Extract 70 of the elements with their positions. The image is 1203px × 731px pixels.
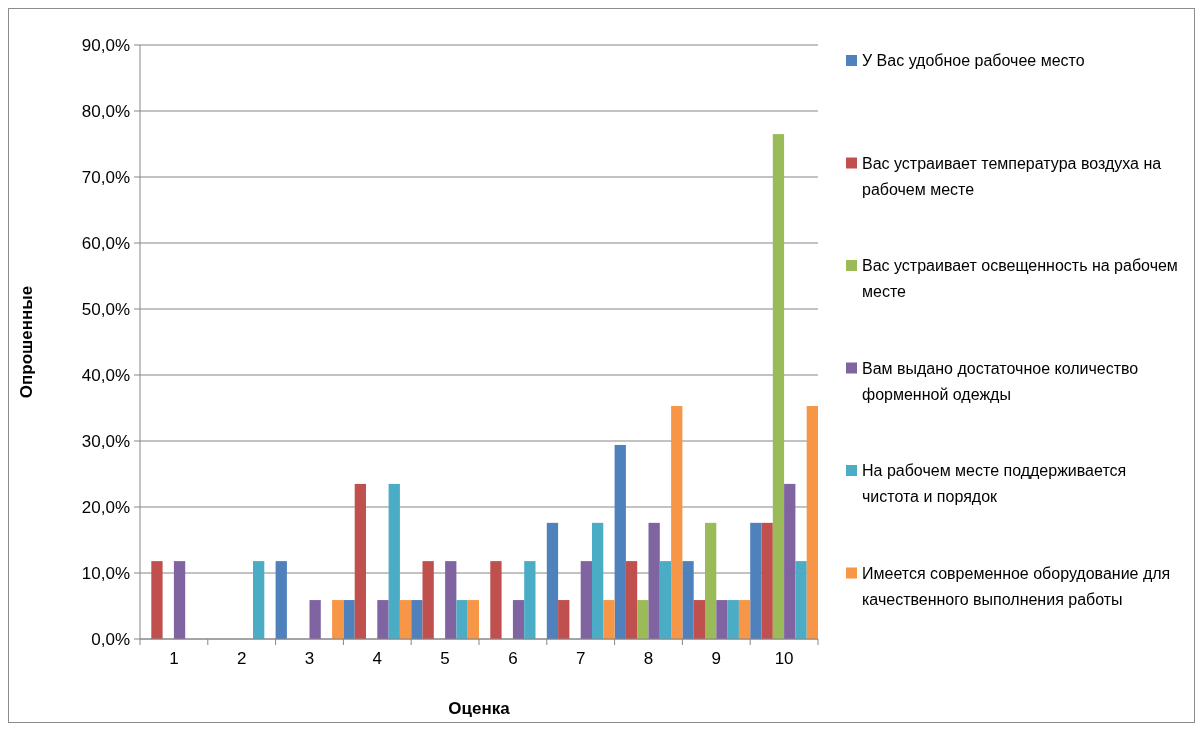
bar (580, 561, 592, 639)
bar (614, 444, 626, 639)
bar (806, 406, 818, 639)
bar (750, 522, 762, 639)
bar (625, 561, 638, 639)
bar (682, 561, 694, 639)
x-tick-label: 8 (643, 649, 654, 668)
bar (309, 600, 321, 639)
bar (151, 561, 163, 639)
x-tick-label: 3 (304, 649, 315, 668)
bar (603, 600, 615, 639)
y-tick-label: 80,0% (81, 101, 130, 121)
bar (377, 600, 389, 639)
x-tick-label: 4 (372, 649, 383, 668)
bar (445, 561, 457, 639)
bar (558, 600, 570, 639)
bar (332, 600, 344, 639)
bar (772, 134, 785, 639)
bar (422, 561, 434, 639)
legend-label: Имеется современное оборудование для качественного выполнения работы (862, 564, 1171, 608)
bar (388, 483, 400, 639)
x-tick-label: 1 (169, 649, 179, 668)
bar (512, 600, 525, 639)
bar (716, 600, 728, 639)
legend-label: Вас устраивает освещенность на рабочем месте (862, 257, 1178, 300)
y-tick-label: 90,0% (81, 35, 130, 55)
y-tick-label: 60,0% (81, 233, 130, 253)
bar (253, 561, 265, 639)
bar (592, 522, 604, 639)
x-tick-label: 7 (575, 649, 586, 668)
bar (343, 600, 355, 639)
bar (399, 600, 412, 639)
bar (546, 522, 559, 639)
bar (761, 522, 773, 639)
y-tick-label: 0,0% (91, 629, 130, 649)
bar (354, 483, 366, 639)
bar (275, 561, 287, 639)
y-tick-label: 50,0% (81, 299, 130, 319)
legend-label: У Вас удобное рабочее место (862, 52, 1085, 69)
x-tick-label: 9 (711, 649, 722, 668)
bar (784, 483, 796, 639)
bar (490, 561, 502, 639)
legend-label: На рабочем месте поддерживается чистота и порядок (862, 462, 1127, 505)
bar (637, 600, 649, 639)
bar (411, 600, 423, 639)
x-tick-label: 6 (508, 649, 518, 668)
x-tick-label: 2 (236, 649, 247, 668)
x-axis-title: Оценка (448, 699, 511, 718)
bar (524, 561, 536, 639)
y-tick-label: 70,0% (81, 167, 130, 187)
bar (795, 561, 807, 639)
bar (648, 522, 660, 639)
y-tick-label: 20,0% (81, 497, 130, 517)
y-tick-label: 30,0% (81, 431, 130, 451)
bar (693, 600, 705, 639)
bar (705, 522, 717, 639)
y-tick-label: 40,0% (81, 365, 130, 385)
bar (671, 406, 683, 639)
bar (456, 600, 468, 639)
y-axis-title: Опрошенные (17, 285, 36, 399)
x-tick-label: 10 (774, 649, 794, 668)
bar (173, 561, 186, 639)
legend-label: Вам выдано достаточное количество форменной одежды (862, 359, 1139, 403)
bar (659, 561, 672, 639)
bar (727, 600, 739, 639)
x-tick-label: 5 (440, 649, 450, 668)
bar (738, 600, 751, 639)
bar (467, 600, 479, 639)
legend-label: Вас устраивает температура воздуха на рабочем месте (862, 154, 1162, 198)
y-tick-label: 10,0% (81, 563, 130, 583)
